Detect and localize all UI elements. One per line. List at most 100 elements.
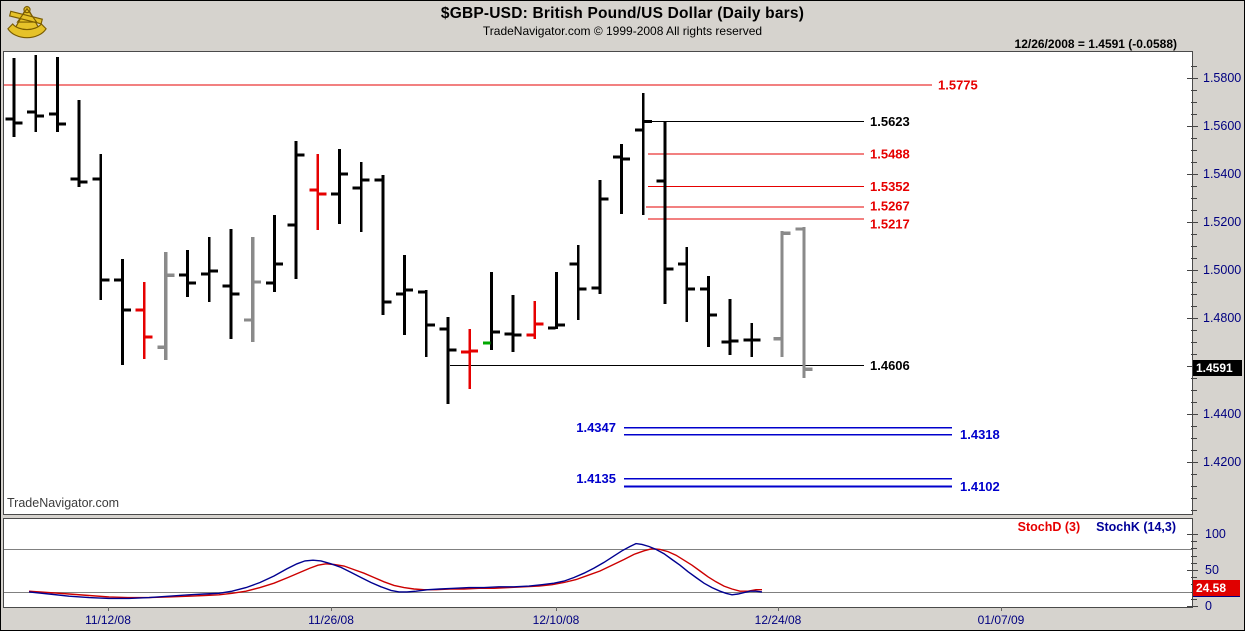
date-axis: 11/12/08 11/26/08 12/10/08 12/24/08 01/07/09 — [3, 607, 1191, 630]
stoch-axis-label: 100 — [1205, 527, 1226, 541]
ohlc-bar — [548, 271, 565, 330]
ohlc-bar — [396, 254, 414, 336]
price-axis-major-tick — [1187, 222, 1198, 223]
price-axis-label: 1.5600 — [1203, 119, 1242, 133]
date-axis-tick — [556, 607, 557, 611]
ohlc-bar — [569, 245, 587, 320]
ohlc-bar — [613, 144, 631, 214]
ohlc-bar — [114, 259, 131, 366]
chart-watermark: TradeNavigator.com — [7, 496, 120, 510]
date-axis-label: 12/10/08 — [532, 613, 580, 627]
stoch-axis-label: 50 — [1205, 563, 1219, 577]
ohlc-bar — [331, 149, 348, 224]
stoch-axis-minor-tick — [1191, 562, 1197, 564]
ohlc-bar — [417, 289, 435, 357]
price-axis-major-tick — [1187, 414, 1198, 415]
price-axis-major-tick — [1187, 126, 1198, 127]
ohlc-bar — [48, 56, 66, 133]
price-axis-major-tick — [1187, 78, 1198, 79]
stoch-d-line — [28, 547, 762, 599]
date-axis-tick — [331, 607, 332, 611]
price-axis-minor-tick — [1191, 486, 1197, 487]
price-axis-major-tick — [1187, 366, 1198, 367]
ohlc-bar — [352, 162, 370, 232]
price-axis-minor-tick — [1191, 498, 1197, 499]
stoch-axis-major-tick — [1187, 570, 1198, 571]
price-axis-minor-tick — [1191, 186, 1197, 187]
ohlc-bar — [678, 247, 696, 322]
price-chart-canvas[interactable]: 1.5775 1.5623 1.5488 1.5352 1.5267 1.5217 1.46… — [3, 51, 1193, 515]
price-axis-major-tick — [1187, 270, 1198, 271]
ohlc-bar — [5, 57, 23, 138]
price-axis-minor-tick — [1191, 426, 1197, 427]
stoch-axis-minor-tick — [1191, 548, 1197, 550]
price-axis-minor-tick — [1191, 138, 1197, 139]
page-subtitle: TradeNavigator.com © 1999-2008 All right… — [482, 24, 763, 38]
price-axis-minor-tick — [1191, 90, 1197, 91]
level-label: 1.5267 — [870, 198, 910, 213]
stochastic-chart-canvas[interactable] — [3, 518, 1193, 608]
retracement-label: 1.4135 — [576, 471, 616, 486]
ohlc-bar — [92, 153, 110, 301]
ohlc-bar — [135, 282, 153, 360]
price-axis-label: 1.5000 — [1203, 263, 1242, 277]
date-axis-label: 11/12/08 — [85, 613, 131, 627]
ohlc-bar — [699, 276, 717, 348]
ohlc-bar — [795, 227, 813, 379]
ohlc-bar — [482, 271, 500, 350]
price-axis-minor-tick — [1191, 150, 1197, 151]
price-axis-label: 1.5200 — [1203, 215, 1242, 229]
price-axis-label: 1.5800 — [1203, 71, 1242, 85]
stoch-axis-major-tick — [1187, 606, 1198, 607]
ohlc-bar — [461, 329, 479, 390]
stoch-axis-minor-tick — [1191, 577, 1197, 579]
ohlc-bar — [634, 92, 652, 216]
stoch-axis-major-tick — [1187, 534, 1198, 535]
price-axis-minor-tick — [1191, 450, 1197, 451]
ohlc-bar — [157, 252, 175, 361]
date-axis-label: 11/26/08 — [308, 613, 354, 627]
price-axis-minor-tick — [1191, 342, 1197, 343]
price-axis-label: 1.4800 — [1203, 311, 1242, 325]
price-axis-minor-tick — [1191, 402, 1197, 403]
price-axis-minor-tick — [1191, 510, 1197, 511]
ohlc-bar — [656, 121, 674, 304]
price-axis-minor-tick — [1191, 354, 1197, 355]
current-price-badge: 1.4591 — [1193, 360, 1242, 377]
retracement-label: 1.4102 — [960, 479, 1000, 494]
level-label: 1.5488 — [870, 146, 910, 161]
ohlc-bar — [265, 215, 283, 292]
date-axis-tick — [108, 607, 109, 611]
stoch-k-line — [28, 542, 763, 600]
level-label: 1.4606 — [870, 358, 910, 373]
price-axis-label: 1.4400 — [1203, 407, 1242, 421]
ohlc-bar — [27, 54, 45, 133]
ohlc-bar — [222, 229, 240, 339]
level-label: 1.5352 — [870, 179, 910, 194]
price-axis-minor-tick — [1191, 282, 1197, 283]
price-axis-minor-tick — [1191, 438, 1197, 439]
ohlc-bar — [244, 236, 262, 343]
price-axis-minor-tick — [1191, 234, 1197, 235]
stoch-axis-minor-tick — [1191, 541, 1197, 543]
stoch-k-legend-label: StochK (14,3) — [1096, 520, 1176, 534]
price-axis-minor-tick — [1191, 378, 1197, 379]
price-axis-minor-tick — [1191, 330, 1197, 331]
stochastic-axis: 24.58 100 50 0 — [1187, 518, 1244, 628]
stoch-axis-minor-tick — [1191, 598, 1197, 600]
price-axis-minor-tick — [1191, 294, 1197, 295]
stochastic-legend: StochD (3) StochK (14,3) — [1018, 520, 1176, 534]
price-axis-minor-tick — [1191, 198, 1197, 199]
level-label: 1.5217 — [870, 216, 910, 231]
level-label: 1.5623 — [870, 114, 910, 129]
price-axis-minor-tick — [1191, 258, 1197, 259]
price-axis-minor-tick — [1191, 474, 1197, 475]
ohlc-bar — [526, 301, 544, 339]
ohlc-bar — [374, 175, 392, 315]
date-axis-tick — [1001, 607, 1002, 611]
ohlc-bar — [179, 249, 197, 297]
ohlc-bar — [773, 230, 791, 357]
price-axis-minor-tick — [1191, 246, 1197, 247]
price-axis-label: 1.5400 — [1203, 167, 1242, 181]
last-quote-readout: 12/26/2008 = 1.4591 (-0.0588) — [1014, 37, 1177, 51]
